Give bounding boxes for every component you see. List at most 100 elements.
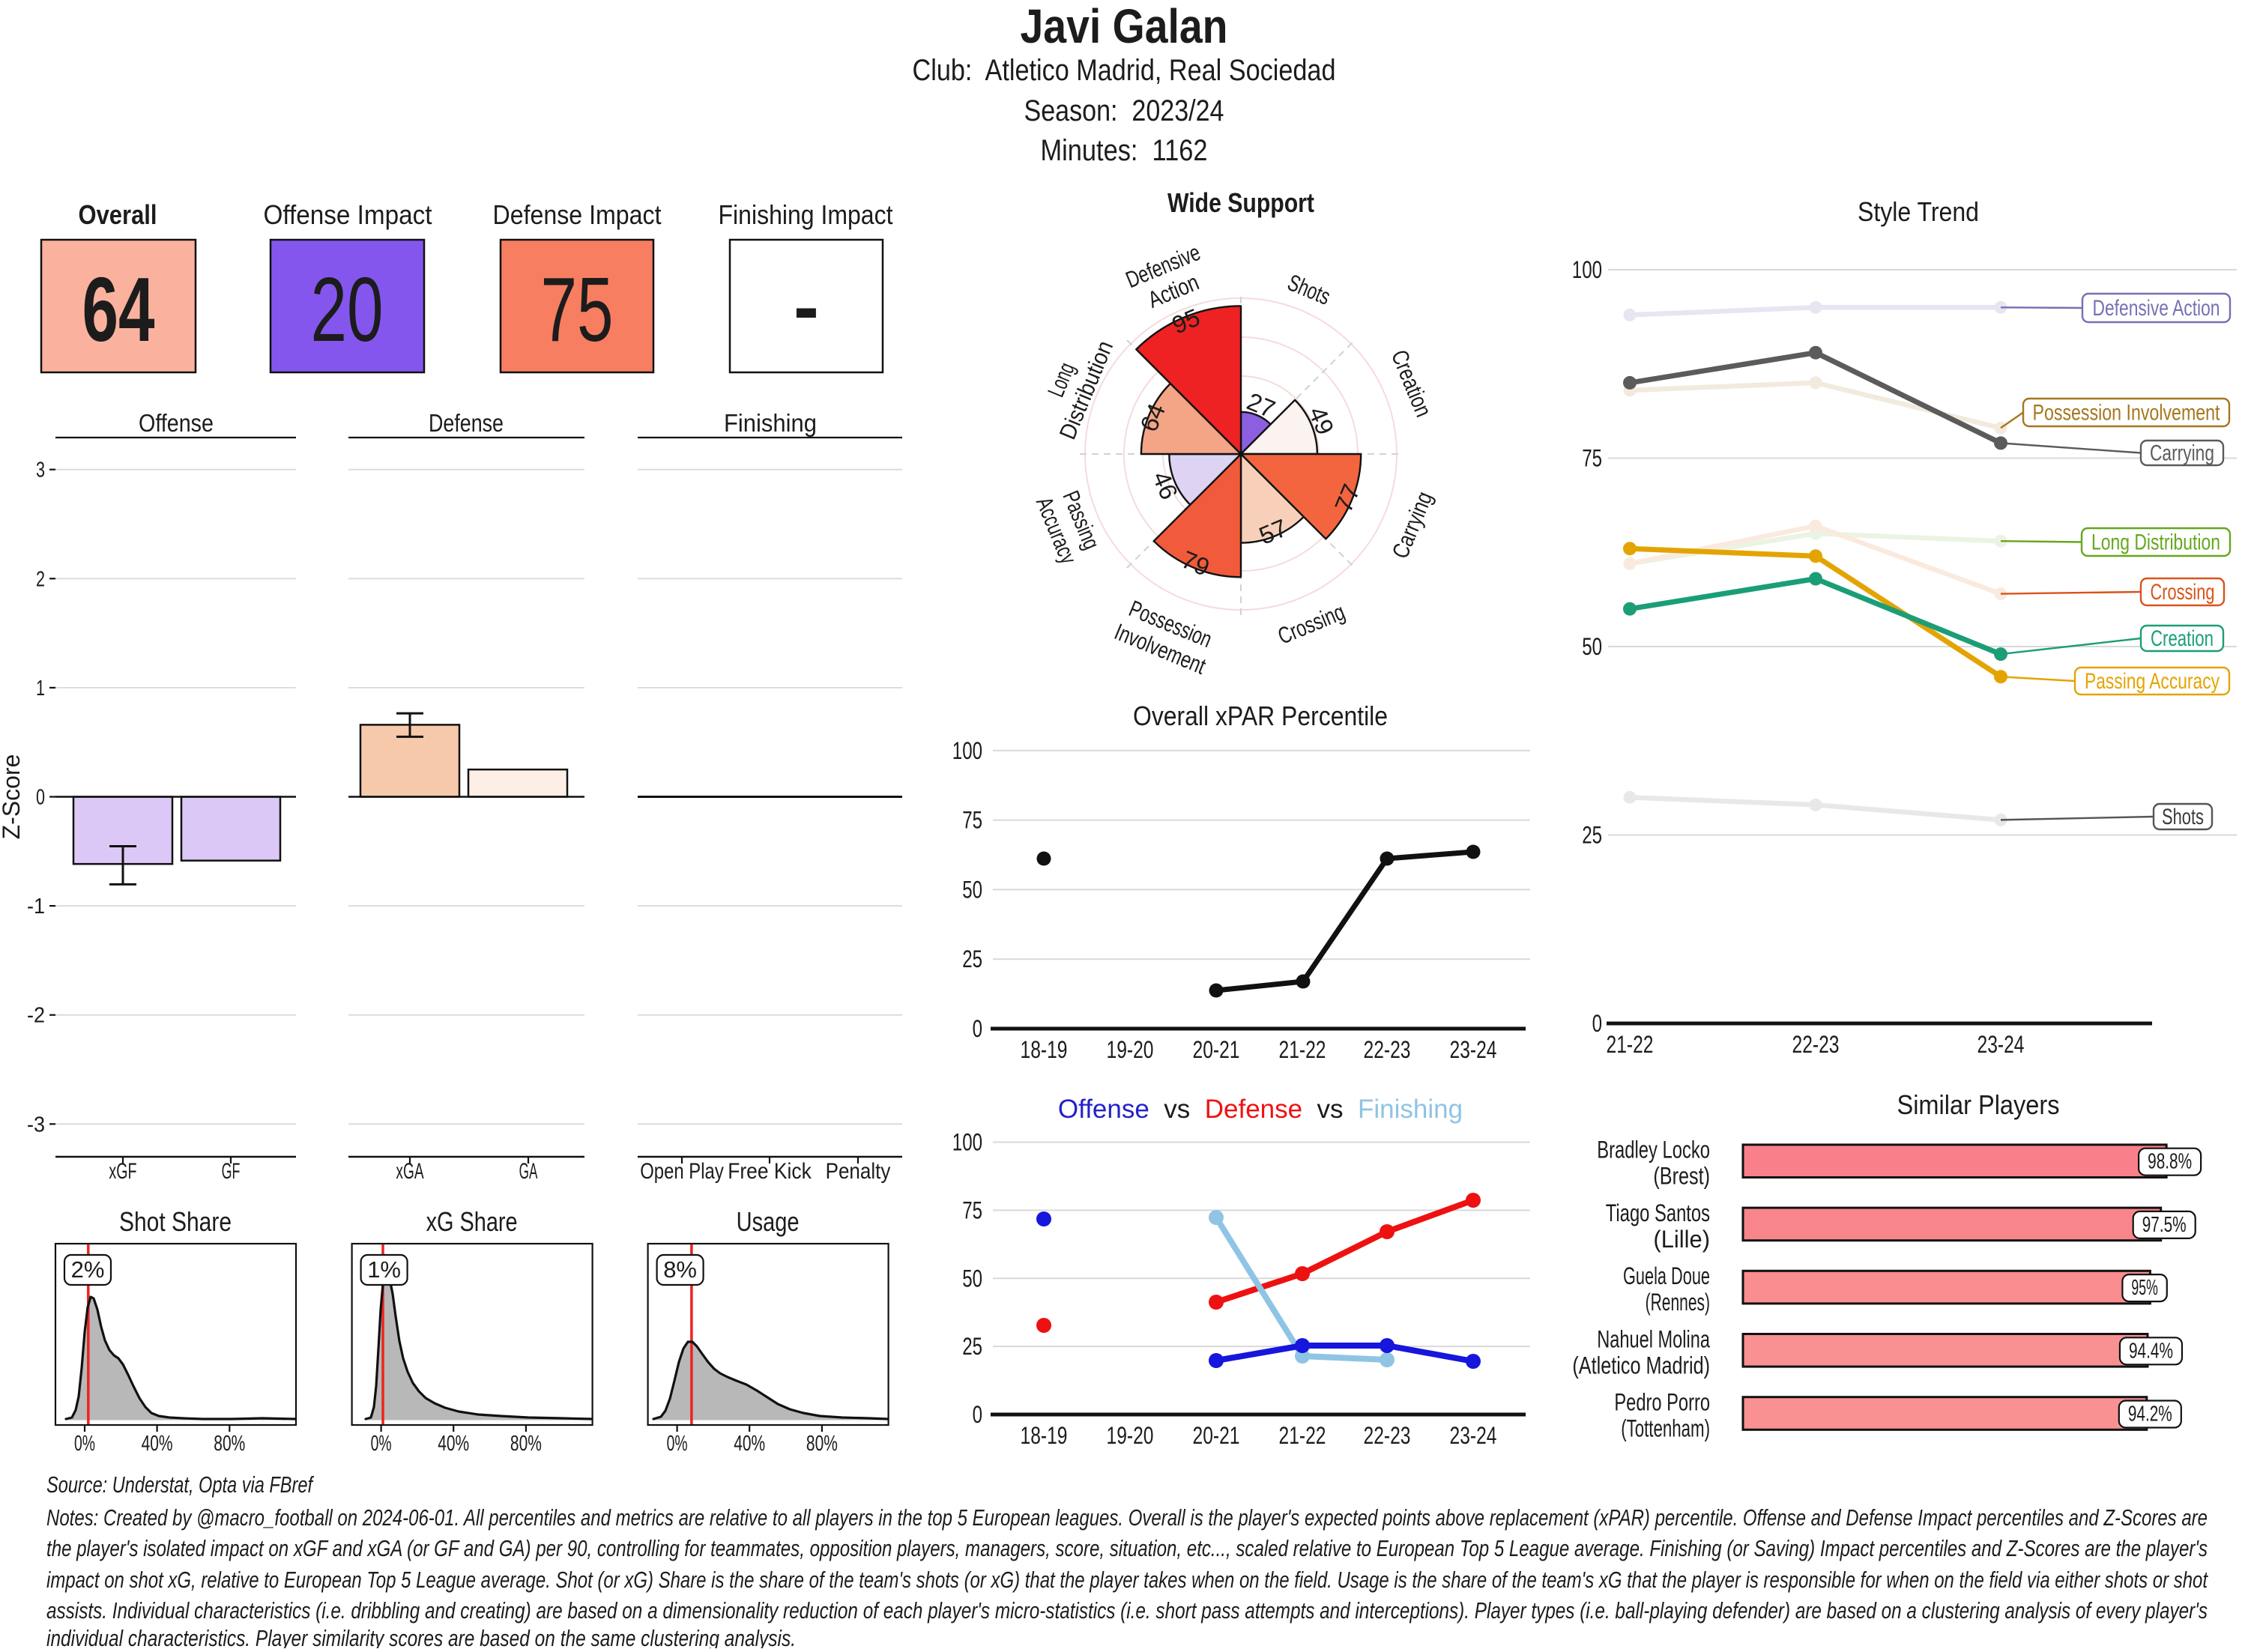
svg-text:1%: 1% bbox=[367, 1256, 401, 1283]
svg-text:assists. Individual characteri: assists. Individual characteristics (i.e… bbox=[46, 1597, 2208, 1624]
svg-text:0%: 0% bbox=[74, 1432, 95, 1456]
svg-text:(Tottenham): (Tottenham) bbox=[1621, 1415, 1710, 1442]
svg-text:the player's isolated impact o: the player's isolated impact on xGF and … bbox=[46, 1535, 2208, 1561]
svg-text:Season: 2023/24: Season: 2023/24 bbox=[1024, 94, 1224, 127]
svg-text:25: 25 bbox=[962, 945, 982, 972]
svg-text:Carrying: Carrying bbox=[2150, 441, 2214, 466]
svg-text:50: 50 bbox=[962, 1265, 982, 1292]
svg-text:Offense: Offense bbox=[139, 409, 214, 437]
svg-text:21-22: 21-22 bbox=[1607, 1031, 1654, 1058]
svg-text:50: 50 bbox=[1582, 633, 1602, 660]
svg-text:23-24: 23-24 bbox=[1450, 1422, 1497, 1449]
svg-text:80%: 80% bbox=[806, 1432, 838, 1456]
svg-text:0: 0 bbox=[1592, 1010, 1602, 1037]
svg-text:Crossing: Crossing bbox=[2151, 580, 2215, 605]
svg-text:GF: GF bbox=[222, 1159, 241, 1184]
svg-text:1: 1 bbox=[36, 677, 45, 701]
svg-text:Notes: Created by @macro_footb: Notes: Created by @macro_football on 202… bbox=[46, 1504, 2208, 1531]
svg-text:Finishing: Finishing bbox=[724, 409, 817, 437]
svg-text:Bradley Locko: Bradley Locko bbox=[1597, 1137, 1710, 1164]
svg-text:Wide Support: Wide Support bbox=[1167, 187, 1314, 218]
svg-text:19-20: 19-20 bbox=[1107, 1036, 1154, 1063]
svg-text:Nahuel Molina: Nahuel Molina bbox=[1597, 1325, 1710, 1352]
svg-text:Overall xPAR Percentile: Overall xPAR Percentile bbox=[1133, 701, 1388, 731]
svg-text:8%: 8% bbox=[663, 1256, 697, 1283]
svg-text:Free Kick: Free Kick bbox=[728, 1159, 812, 1184]
svg-text:(Atletico Madrid): (Atletico Madrid) bbox=[1572, 1352, 1710, 1379]
svg-text:-2: -2 bbox=[27, 1004, 45, 1028]
svg-text:64: 64 bbox=[82, 258, 155, 360]
svg-text:22-23: 22-23 bbox=[1364, 1422, 1411, 1449]
svg-text:(Brest): (Brest) bbox=[1653, 1163, 1710, 1190]
svg-text:0%: 0% bbox=[667, 1432, 688, 1456]
svg-text:Tiago Santos: Tiago Santos bbox=[1606, 1199, 1710, 1226]
svg-text:3: 3 bbox=[36, 459, 45, 482]
svg-text:19-20: 19-20 bbox=[1107, 1422, 1154, 1449]
svg-text:94.2%: 94.2% bbox=[2128, 1403, 2172, 1426]
svg-text:xGA: xGA bbox=[396, 1159, 423, 1184]
svg-text:23-24: 23-24 bbox=[1977, 1031, 2025, 1058]
svg-text:21-22: 21-22 bbox=[1279, 1036, 1326, 1063]
svg-text:75: 75 bbox=[541, 258, 614, 360]
svg-text:Style Trend: Style Trend bbox=[1858, 196, 1979, 227]
svg-text:21-22: 21-22 bbox=[1279, 1422, 1326, 1449]
svg-text:97.5%: 97.5% bbox=[2142, 1213, 2187, 1237]
svg-text:Defense: Defense bbox=[429, 409, 504, 437]
svg-text:Finishing Impact: Finishing Impact bbox=[719, 199, 893, 230]
svg-text:Javi Galan: Javi Galan bbox=[1021, 0, 1228, 53]
svg-text:Passing Accuracy: Passing Accuracy bbox=[2085, 669, 2220, 694]
svg-text:Offense Impact: Offense Impact bbox=[264, 199, 432, 230]
svg-text:80%: 80% bbox=[510, 1432, 542, 1456]
svg-text:Defensive Action: Defensive Action bbox=[2093, 296, 2220, 321]
svg-text:Similar Players: Similar Players bbox=[1897, 1089, 2060, 1120]
svg-text:0: 0 bbox=[36, 786, 45, 810]
svg-text:impact on shot xG, relative to: impact on shot xG, relative to European … bbox=[46, 1567, 2208, 1593]
svg-text:0%: 0% bbox=[371, 1432, 392, 1456]
svg-text:22-23: 22-23 bbox=[1364, 1036, 1411, 1063]
svg-text:25: 25 bbox=[962, 1333, 982, 1360]
svg-text:18-19: 18-19 bbox=[1021, 1422, 1068, 1449]
svg-text:75: 75 bbox=[962, 807, 982, 834]
svg-text:100: 100 bbox=[952, 737, 982, 764]
svg-text:Usage: Usage bbox=[737, 1206, 800, 1237]
svg-text:0: 0 bbox=[973, 1015, 982, 1042]
svg-text:40%: 40% bbox=[734, 1432, 765, 1456]
svg-text:Club: Atletico Madrid, Real S: Club: Atletico Madrid, Real Sociedad bbox=[913, 54, 1336, 87]
svg-text:Possession Involvement: Possession Involvement bbox=[2033, 401, 2221, 426]
svg-text:95%: 95% bbox=[2131, 1276, 2157, 1300]
svg-text:100: 100 bbox=[952, 1129, 982, 1156]
svg-text:(Rennes): (Rennes) bbox=[1646, 1289, 1710, 1316]
svg-text:75: 75 bbox=[962, 1196, 982, 1223]
svg-text:20-21: 20-21 bbox=[1193, 1422, 1240, 1449]
svg-text:Penalty: Penalty bbox=[826, 1159, 891, 1184]
svg-text:40%: 40% bbox=[438, 1432, 469, 1456]
svg-text:Z-Score: Z-Score bbox=[0, 754, 25, 840]
svg-text:22-23: 22-23 bbox=[1792, 1031, 1840, 1058]
svg-text:80%: 80% bbox=[214, 1432, 245, 1456]
svg-text:98.8%: 98.8% bbox=[2148, 1150, 2192, 1174]
svg-text:50: 50 bbox=[962, 876, 982, 903]
svg-text:94.4%: 94.4% bbox=[2129, 1339, 2173, 1363]
svg-text:-3: -3 bbox=[27, 1113, 45, 1137]
svg-text:-1: -1 bbox=[27, 895, 45, 919]
svg-text:18-19: 18-19 bbox=[1021, 1036, 1068, 1063]
svg-text:100: 100 bbox=[1572, 256, 1602, 283]
svg-text:20: 20 bbox=[311, 258, 384, 360]
svg-text:Open Play: Open Play bbox=[640, 1159, 724, 1184]
svg-text:GA: GA bbox=[519, 1159, 538, 1184]
svg-text:25: 25 bbox=[1582, 822, 1602, 849]
svg-text:Guela Doue: Guela Doue bbox=[1623, 1262, 1710, 1289]
svg-text:-: - bbox=[794, 263, 819, 351]
svg-text:xGF: xGF bbox=[109, 1159, 136, 1184]
svg-text:75: 75 bbox=[1582, 445, 1602, 472]
svg-text:40%: 40% bbox=[142, 1432, 173, 1456]
svg-text:Pedro Porro: Pedro Porro bbox=[1614, 1389, 1710, 1416]
svg-text:Creation: Creation bbox=[2151, 626, 2214, 651]
svg-text:0: 0 bbox=[973, 1401, 982, 1428]
svg-text:Long Distribution: Long Distribution bbox=[2091, 530, 2220, 555]
svg-text:Source: Understat, Opta via FB: Source: Understat, Opta via FBref bbox=[46, 1471, 315, 1498]
svg-text:Shots: Shots bbox=[2162, 805, 2204, 829]
svg-text:2%: 2% bbox=[71, 1256, 105, 1283]
svg-text:Minutes: 1162: Minutes: 1162 bbox=[1041, 134, 1208, 167]
svg-text:Shot Share: Shot Share bbox=[119, 1206, 232, 1237]
